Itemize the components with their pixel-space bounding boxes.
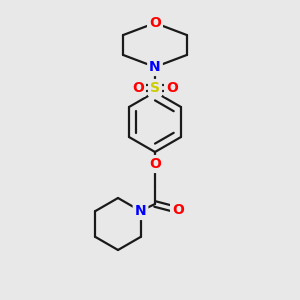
Text: O: O — [149, 16, 161, 30]
Text: O: O — [132, 81, 144, 95]
Text: N: N — [135, 204, 146, 218]
Text: N: N — [149, 60, 161, 74]
Text: O: O — [172, 203, 184, 217]
Text: S: S — [150, 81, 160, 95]
Text: O: O — [149, 157, 161, 171]
Text: O: O — [166, 81, 178, 95]
